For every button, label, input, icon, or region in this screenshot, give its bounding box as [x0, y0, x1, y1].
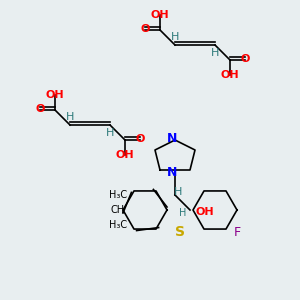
Text: OH: OH — [195, 207, 214, 217]
Text: OH: OH — [151, 10, 169, 20]
Text: H₃C: H₃C — [109, 220, 127, 230]
Text: N: N — [167, 131, 177, 145]
Text: S: S — [175, 225, 185, 239]
Text: N: N — [167, 166, 177, 178]
Text: H: H — [179, 208, 187, 218]
Text: O: O — [140, 24, 150, 34]
Text: OH: OH — [116, 150, 134, 160]
Text: H: H — [66, 112, 74, 122]
Text: O: O — [240, 54, 250, 64]
Text: OH: OH — [46, 90, 64, 100]
Text: H: H — [174, 187, 182, 197]
Text: O: O — [35, 104, 45, 114]
Text: F: F — [233, 226, 241, 238]
Text: H₃C: H₃C — [109, 190, 127, 200]
Text: O: O — [135, 134, 145, 144]
Text: OH: OH — [221, 70, 239, 80]
Text: H: H — [211, 48, 219, 58]
Text: H: H — [106, 128, 114, 138]
Text: H: H — [171, 32, 179, 42]
Text: CH: CH — [111, 205, 125, 215]
